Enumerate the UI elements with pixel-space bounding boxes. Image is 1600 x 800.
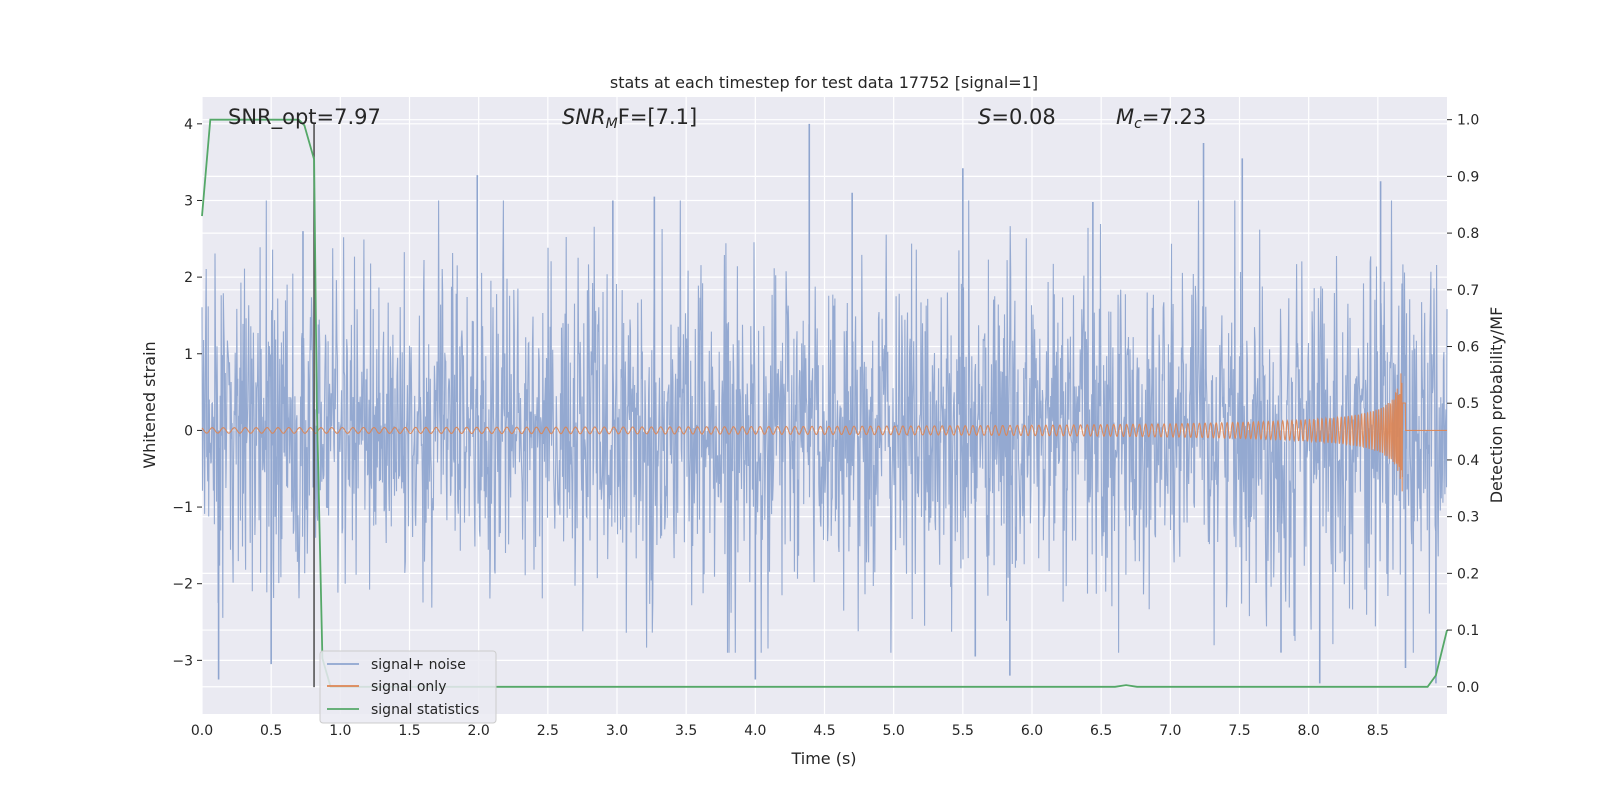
x-tick-label: 3.0 [606, 723, 628, 739]
y2-tick-label: 0.1 [1457, 623, 1479, 639]
signal-only-series [201, 373, 1447, 492]
chart-title: stats at each timestep for test data 177… [610, 73, 1038, 92]
x-tick-label: 0.5 [260, 723, 282, 739]
signal-only-line [201, 373, 1447, 492]
legend: signal+ noise signal only signal statist… [319, 650, 497, 724]
annotation-s: S=0.08 [978, 105, 1056, 129]
y-tick-label: 3 [184, 193, 193, 209]
x-tick-label: 3.5 [675, 723, 697, 739]
x-tick-label: 8.0 [1298, 723, 1320, 739]
y2-tick-label: 0.8 [1457, 226, 1479, 242]
y-tick-label: −2 [172, 577, 193, 593]
y-tick-label: −1 [172, 500, 193, 516]
x-tick-label: 4.5 [813, 723, 835, 739]
y-axis-label: Whitened strain [140, 341, 159, 468]
legend-box [319, 650, 497, 724]
x-tick-label: 2.5 [537, 723, 559, 739]
annotation-snr-opt: SNR_opt=7.97 [228, 105, 381, 130]
signal-noise-line [201, 200, 1448, 653]
x-tick-label: 2.0 [468, 723, 490, 739]
x-tick-label: 7.0 [1159, 723, 1181, 739]
y-tick-label: 4 [184, 117, 193, 133]
x-tick-label: 1.5 [398, 723, 420, 739]
annotation-snr-mf: SNRMF=[7.1] [562, 105, 697, 132]
y2-tick-label: 0.5 [1457, 396, 1479, 412]
signal-statistics-series [201, 118, 1448, 688]
x-tick-label: 5.0 [883, 723, 905, 739]
y-tick-label: 2 [184, 270, 193, 286]
y2-axis-label: Detection probability/MF [1487, 307, 1506, 504]
y-tick-label: −3 [172, 653, 193, 669]
x-tick-label: 8.5 [1367, 723, 1389, 739]
x-tick-label: 4.0 [744, 723, 766, 739]
x-tick-label: 1.0 [329, 723, 351, 739]
x-tick-label: 5.5 [952, 723, 974, 739]
y-tick-label: 0 [184, 423, 193, 439]
x-tick-label: 7.5 [1228, 723, 1250, 739]
annotation-mc: Mc=7.23 [1116, 105, 1206, 132]
x-tick-label: 6.0 [1021, 723, 1043, 739]
y2-tick-label: 0.6 [1457, 340, 1479, 356]
x-tick-label: 0.0 [191, 723, 213, 739]
signal-noise-series [201, 123, 1448, 684]
legend-label-signal-noise: signal+ noise [371, 657, 466, 673]
x-tick-label: 6.5 [1090, 723, 1112, 739]
ticks: 0.0 0.5 1.0 1.5 2.0 2.5 3.0 3.5 4.0 4.5 5.0 5.5 6.0 6… [172, 113, 1479, 739]
x-axis-label: Time (s) [790, 749, 856, 768]
y2-tick-label: 0.4 [1457, 453, 1479, 469]
legend-label-signal-only: signal only [371, 679, 446, 695]
y2-tick-label: 0.7 [1457, 283, 1479, 299]
y2-tick-label: 1.0 [1457, 113, 1479, 129]
signal-statistics-line [201, 118, 1448, 688]
y2-tick-label: 0.9 [1457, 169, 1479, 185]
legend-label-signal-statistics: signal statistics [371, 702, 479, 718]
y2-tick-label: 0.0 [1457, 680, 1479, 696]
y2-tick-label: 0.3 [1457, 510, 1479, 526]
y-tick-label: 1 [184, 347, 193, 363]
y2-tick-label: 0.2 [1457, 566, 1479, 582]
